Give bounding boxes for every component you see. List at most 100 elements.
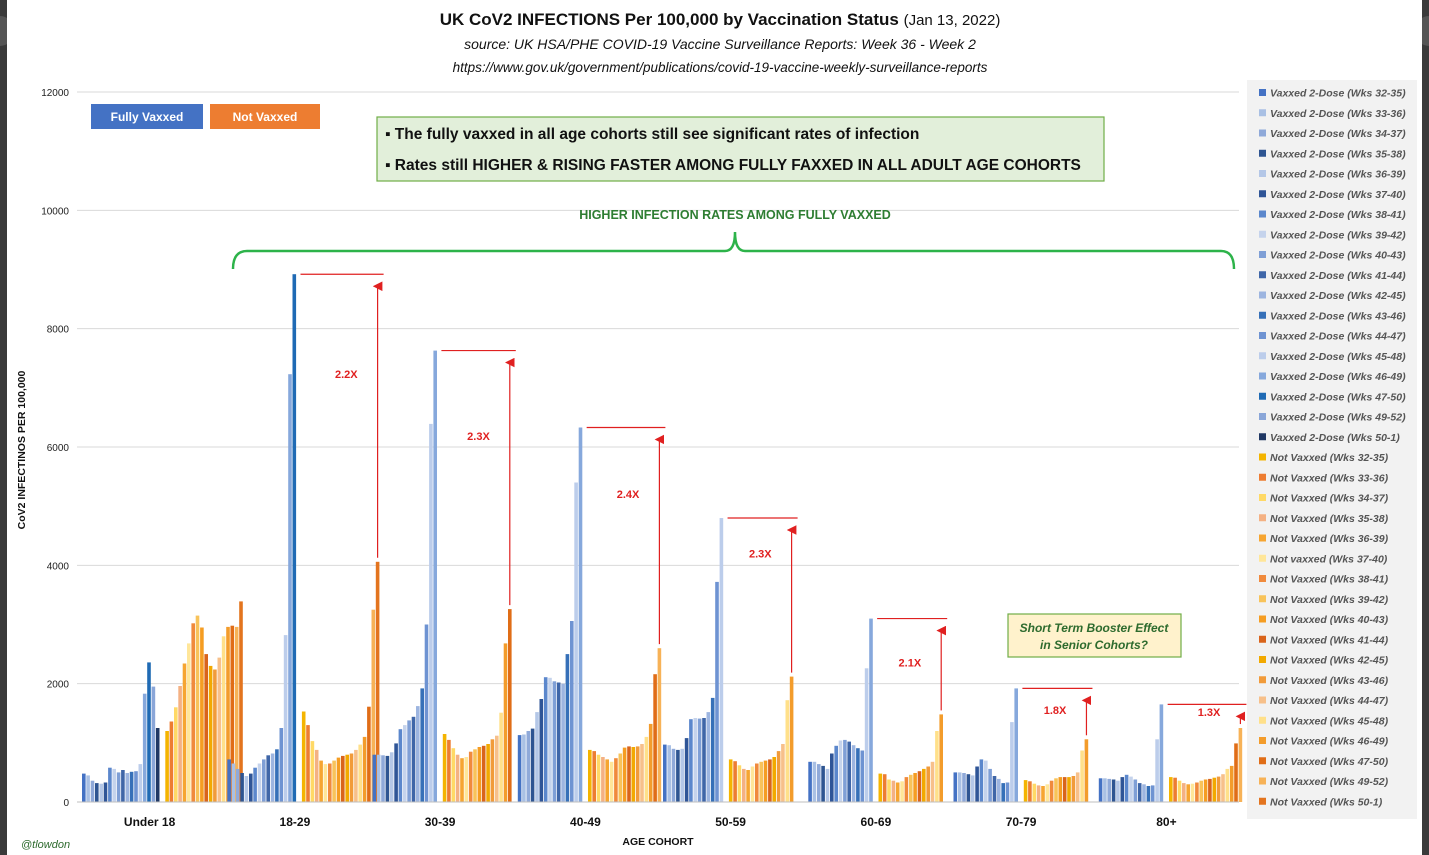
vaxxed-bar: [667, 745, 671, 802]
x-tick-label: 80+: [1156, 815, 1176, 829]
fully-vaxxed-legend-box: [91, 104, 203, 129]
vaxxed-bar: [240, 773, 244, 802]
legend-swatch: [1259, 170, 1266, 177]
vaxxed-bar: [957, 772, 962, 802]
bars: [82, 274, 1243, 803]
vaxxed-bar: [288, 374, 292, 802]
y-axis-label: CoV2 INFECTINOS PER 100,000: [16, 370, 28, 529]
vaxxed-bar: [997, 778, 1001, 802]
vaxxed-bar: [539, 699, 544, 802]
not-vaxxed-bar: [609, 761, 614, 802]
legend-swatch: [1259, 149, 1266, 157]
not-vaxxed-bar: [922, 768, 926, 802]
not-vaxxed-bar: [323, 764, 328, 802]
vaxxed-bar: [134, 771, 138, 802]
legend-swatch: [1259, 271, 1266, 279]
vaxxed-bar: [970, 775, 975, 802]
not-vaxxed-bar: [648, 723, 653, 802]
vaxxed-bar: [227, 759, 231, 802]
booster-note-line-1: Short Term Booster Effect: [1020, 621, 1170, 635]
not-vaxxed-bar: [1203, 779, 1208, 802]
not-vaxxed-bar: [451, 748, 456, 802]
vaxxed-bar: [231, 763, 236, 802]
not-vaxxed-bar: [1190, 783, 1195, 802]
legend-entry: Vaxxed 2-Dose (Wks 44-47): [1270, 331, 1406, 343]
legend-entry: Not Vaxxed (Wks 50-1): [1270, 796, 1383, 808]
legend-swatch: [1259, 392, 1266, 400]
not-vaxxed-bar: [362, 736, 367, 802]
vaxxed-bar: [834, 745, 838, 802]
legend-entry: Not Vaxxed (Wks 43-46): [1270, 675, 1389, 687]
vaxxed-bar: [522, 734, 526, 802]
vaxxed-bar: [429, 423, 433, 802]
not-vaxxed-bar: [1058, 777, 1063, 802]
legend-entry: Vaxxed 2-Dose (Wks 39-42): [1270, 229, 1406, 241]
not-vaxxed-bar: [882, 774, 887, 802]
legend-swatch: [1259, 696, 1266, 704]
y-tick-label: 12000: [41, 88, 69, 99]
not-vaxxed-bar: [605, 759, 609, 802]
not-vaxxed-bar: [371, 609, 376, 802]
not-vaxxed-bar: [332, 760, 336, 802]
legend-panel: [1247, 80, 1417, 819]
vaxxed-bar: [856, 748, 860, 802]
x-tick-label: 40-49: [570, 815, 601, 829]
vaxxed-bar: [1137, 783, 1142, 802]
vaxxed-bar: [292, 274, 297, 802]
not-vaxxed-bar: [1075, 772, 1080, 802]
vaxxed-bar: [95, 783, 99, 802]
vaxxed-bar: [1120, 777, 1125, 802]
vaxxed-bar: [372, 754, 377, 802]
not-vaxxed-bar: [187, 643, 191, 802]
x-axis-label: AGE COHORT: [622, 836, 694, 848]
vaxxed-bar: [984, 760, 988, 802]
not-vaxxed-bar: [234, 626, 239, 802]
not-vaxxed-bar: [1199, 780, 1203, 802]
source-url: https://www.gov.uk/government/publicatio…: [453, 60, 988, 75]
not-vaxxed-bar: [1221, 774, 1225, 802]
vaxxed-bar: [1098, 778, 1103, 802]
not-vaxxed-bar: [728, 759, 733, 802]
not-vaxxed-bar: [785, 700, 790, 802]
not-vaxxed-bar: [768, 759, 772, 802]
not-vaxxed-bar: [1080, 750, 1084, 802]
vaxxed-bar: [407, 720, 411, 802]
legend-swatch: [1259, 575, 1266, 582]
vaxxed-bar: [1150, 785, 1155, 802]
not-vaxxed-bar: [622, 747, 627, 802]
legend-swatch: [1259, 514, 1266, 522]
not-vaxxed-bar: [477, 747, 482, 802]
not-vaxxed-bar: [481, 745, 486, 802]
legend-entry: Not Vaxxed (Wks 39-42): [1270, 594, 1389, 606]
not-vaxxed-bar: [1238, 728, 1243, 802]
not-vaxxed-bar: [588, 749, 592, 802]
vaxxed-bar: [253, 767, 257, 802]
not-vaxxed-bar: [1186, 784, 1190, 803]
vaxxed-bar: [953, 772, 958, 802]
vaxxed-bar: [86, 775, 90, 802]
vaxxed-bar: [151, 686, 156, 802]
vaxxed-bar: [266, 755, 270, 802]
vaxxed-bar: [689, 719, 693, 802]
vaxxed-bar: [249, 773, 253, 802]
annotations: 2.2X 2.3X 2.4X 2.3X 2.1X 1.8X 1.3X: [300, 273, 1247, 736]
vaxxed-bar: [869, 618, 873, 802]
vaxxed-bar: [715, 581, 719, 802]
legend-swatch: [1259, 534, 1266, 542]
vaxxed-bar: [535, 712, 539, 802]
vaxxed-bar: [578, 427, 583, 802]
legend-entry: Vaxxed 2-Dose (Wks 40-43): [1270, 250, 1406, 262]
vaxxed-bar: [385, 755, 390, 802]
legend-entry: Not vaxxed (Wks 37-40): [1270, 553, 1388, 565]
not-vaxxed-bar: [486, 744, 490, 802]
legend-swatch: [1259, 332, 1266, 339]
legend-entry: Vaxxed 2-Dose (Wks 47-50): [1270, 391, 1406, 403]
vaxxed-bar: [1014, 688, 1018, 802]
not-vaxxed-bar: [1229, 765, 1234, 802]
not-vaxxed-bar: [319, 760, 323, 802]
vaxxed-bar: [710, 697, 715, 802]
not-vaxxed-bar: [891, 780, 896, 802]
not-vaxxed-bar: [900, 781, 904, 802]
legend-swatch: [1259, 737, 1266, 744]
